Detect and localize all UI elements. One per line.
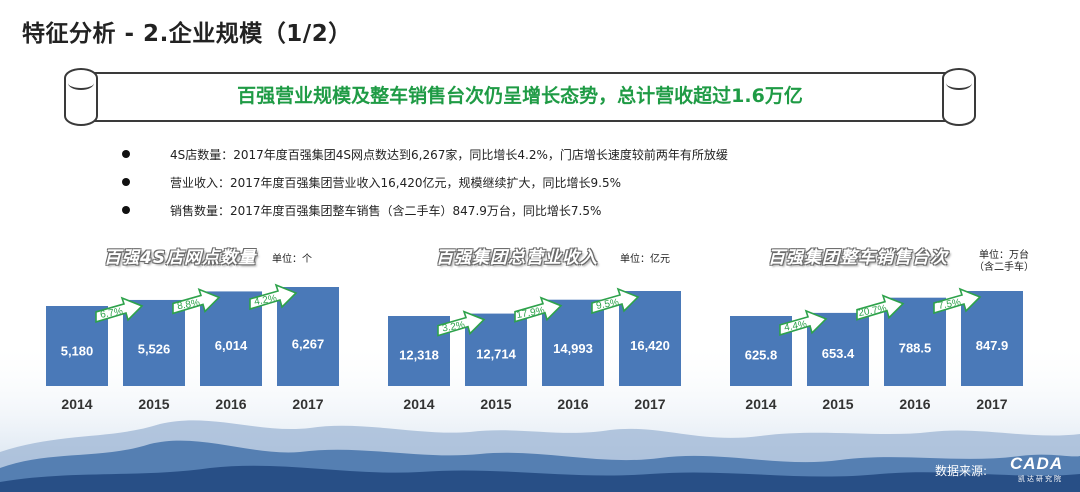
chart-unit-line: （含二手车） xyxy=(974,262,1034,273)
growth-arrow xyxy=(514,296,563,323)
source-label: 数据来源: xyxy=(935,464,988,478)
growth-label: 8.8% xyxy=(176,298,200,313)
bar-value-label: 16,420 xyxy=(630,338,670,353)
year-label: 2015 xyxy=(480,396,511,412)
banner-scroll-right xyxy=(942,68,976,126)
bullet-dot xyxy=(122,150,130,158)
growth-label: 4.2% xyxy=(253,293,277,308)
growth-label: 6.7% xyxy=(99,306,123,321)
bar-value-label: 12,714 xyxy=(476,346,517,361)
bar-value-label: 653.4 xyxy=(822,346,855,361)
growth-label: 3.2% xyxy=(441,320,465,335)
growth-label: 17.9% xyxy=(516,305,546,321)
bar xyxy=(619,291,681,386)
growth-arrow xyxy=(172,288,221,315)
cada-logo: CADA 凯达研究院 xyxy=(1010,454,1072,488)
banner-scroll-left xyxy=(64,68,98,126)
bar-value-label: 6,267 xyxy=(292,336,325,351)
year-label: 2015 xyxy=(822,396,853,412)
banner-text: 百强营业规模及整车销售台次仍呈增长态势，总计营收超过1.6万亿 xyxy=(237,85,803,107)
bullet-dot xyxy=(122,206,130,214)
bar-value-label: 6,014 xyxy=(215,338,248,353)
chart-title: 百强集团总营业收入 xyxy=(436,248,598,268)
headline-banner: 百强营业规模及整车销售台次仍呈增长态势，总计营收超过1.6万亿 xyxy=(64,68,976,126)
growth-arrow xyxy=(856,294,905,321)
growth-arrow xyxy=(95,296,144,324)
growth-label: 20.7% xyxy=(858,303,888,319)
bullet-text: 营业收入：2017年度百强集团营业收入16,420亿元，规模继续扩大，同比增长9… xyxy=(170,176,622,190)
growth-label: 9.5% xyxy=(595,297,619,312)
banner-bar xyxy=(82,72,958,122)
logo-subtext: 凯达研究院 xyxy=(1018,475,1063,483)
chart-unit: 单位：亿元 xyxy=(620,254,670,265)
year-label: 2015 xyxy=(138,396,169,412)
year-label: 2016 xyxy=(899,396,930,412)
year-label: 2017 xyxy=(976,396,1007,412)
stores-bar-chart: 5,180 2014 5,526 2015 6,014 2016 6,267 2017 6.7%… xyxy=(46,283,339,412)
year-label: 2017 xyxy=(634,396,665,412)
bar-value-label: 14,993 xyxy=(553,341,593,356)
revenue-bar-chart: 12,318 2014 12,714 2015 14,993 2016 16,420 2017… xyxy=(388,287,681,412)
bullet-text: 销售数量：2017年度百强集团整车销售（含二手车）847.9万台，同比增长7.5… xyxy=(170,204,602,218)
chart-unit: 单位：万台 （含二手车） xyxy=(974,250,1034,274)
chart-title: 百强集团整车销售台次 xyxy=(768,248,948,268)
year-label: 2014 xyxy=(403,396,434,412)
bar-value-label: 12,318 xyxy=(399,347,439,362)
chart-unit-line: 单位：万台 xyxy=(979,250,1029,261)
year-label: 2014 xyxy=(745,396,776,412)
growth-arrow xyxy=(591,287,640,315)
bullet-text: 4S店数量：2017年度百强集团4S网点数达到6,267家，同比增长4.2%，门… xyxy=(170,148,728,162)
year-label: 2014 xyxy=(61,396,92,412)
bar xyxy=(961,291,1023,386)
bar-value-label: 5,526 xyxy=(138,341,171,356)
growth-arrow xyxy=(779,309,828,336)
page-title: 特征分析 - 2.企业规模（1/2） xyxy=(22,21,352,47)
year-label: 2016 xyxy=(557,396,588,412)
chart-title: 百强4S店网点数量 xyxy=(104,248,257,268)
year-label: 2016 xyxy=(215,396,246,412)
chart-unit: 单位：个 xyxy=(272,254,312,265)
growth-arrow xyxy=(437,310,486,337)
year-label: 2017 xyxy=(292,396,323,412)
growth-arrow xyxy=(933,287,982,315)
bar-value-label: 847.9 xyxy=(976,338,1009,353)
bar-value-label: 5,180 xyxy=(61,344,94,359)
growth-label: 4.4% xyxy=(783,319,807,334)
growth-arrow xyxy=(249,283,298,311)
logo-text: CADA xyxy=(1010,454,1064,473)
growth-label: 7.5% xyxy=(937,297,961,312)
sales-bar-chart: 625.8 2014 653.4 2015 788.5 2016 847.9 2017 4.4%… xyxy=(730,287,1023,412)
bar xyxy=(277,287,339,386)
bullet-dot xyxy=(122,178,130,186)
bar-value-label: 625.8 xyxy=(745,347,778,362)
bar-value-label: 788.5 xyxy=(899,340,932,355)
